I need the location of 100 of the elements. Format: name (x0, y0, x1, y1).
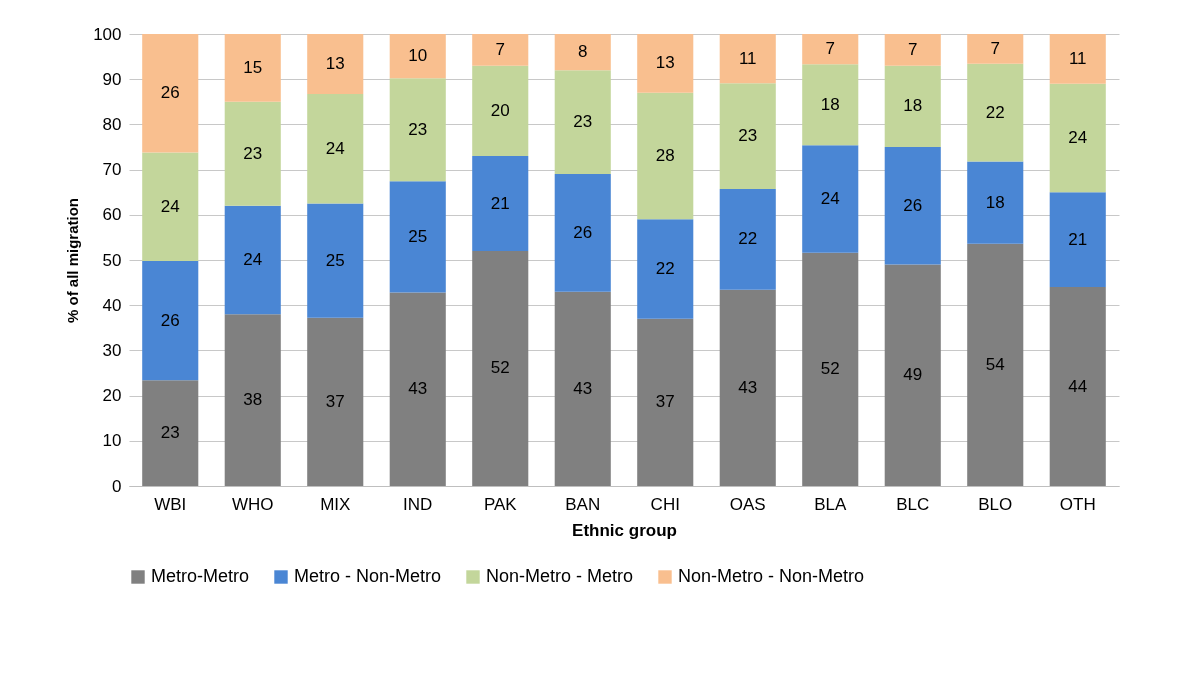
y-tick-label: 10 (102, 431, 122, 451)
y-tick-label: 70 (102, 160, 122, 180)
legend-label: Metro - Non-Metro (294, 566, 442, 586)
data-label: 22 (738, 229, 758, 249)
data-label: 18 (985, 192, 1005, 212)
bar (307, 203, 364, 318)
bar (802, 34, 859, 65)
bar (142, 34, 199, 153)
bar (884, 147, 941, 265)
data-label: 26 (160, 310, 180, 330)
bar (307, 317, 364, 486)
data-label: 23 (408, 119, 428, 139)
y-axis-title: % of all migration (64, 197, 82, 324)
bar (224, 101, 281, 206)
bar (1049, 34, 1106, 84)
data-label: 25 (325, 250, 345, 270)
x-tick-label: CHI (650, 494, 680, 514)
bar (719, 34, 776, 84)
bar (224, 314, 281, 486)
data-label: 43 (738, 377, 758, 397)
data-label: 24 (820, 188, 840, 208)
bar (1049, 287, 1106, 486)
data-label: 26 (903, 195, 923, 215)
data-label: 28 (655, 146, 675, 166)
bar (224, 205, 281, 315)
data-label: 21 (1068, 229, 1088, 249)
bar (389, 78, 446, 182)
x-tick-label: BAN (565, 494, 601, 514)
bar (307, 94, 364, 204)
data-label: 54 (985, 354, 1005, 374)
data-label: 21 (490, 193, 510, 213)
x-axis-title: Ethnic group (572, 520, 677, 540)
bar (224, 34, 281, 102)
data-label: 22 (985, 102, 1005, 122)
data-label: 26 (160, 83, 180, 103)
bar (967, 161, 1024, 244)
bar (637, 34, 694, 93)
data-label: 7 (990, 38, 1000, 58)
bar (967, 243, 1024, 486)
bar (1049, 192, 1106, 288)
bar (637, 318, 694, 486)
data-label: 23 (243, 143, 263, 163)
y-tick-label: 20 (102, 386, 122, 406)
data-label: 52 (490, 358, 510, 378)
legend-label: Non-Metro - Non-Metro (678, 566, 865, 586)
data-label: 18 (903, 96, 923, 116)
x-tick-label: BLA (814, 494, 847, 514)
bar (389, 181, 446, 293)
bar (472, 34, 529, 66)
bar (637, 92, 694, 220)
data-label: 24 (160, 196, 180, 216)
bar (554, 291, 611, 486)
data-label: 37 (655, 392, 675, 412)
x-tick-label: BLO (978, 494, 1013, 514)
bar (884, 65, 941, 147)
data-label: 24 (325, 138, 345, 158)
bar (802, 64, 859, 146)
bar (554, 34, 611, 71)
data-label: 8 (578, 42, 588, 62)
legend-label: Metro-Metro (151, 566, 250, 586)
data-label: 49 (903, 365, 923, 385)
bar (389, 34, 446, 79)
y-tick-label: 30 (102, 340, 122, 360)
bar (389, 292, 446, 486)
bar (142, 380, 199, 486)
bar (967, 34, 1024, 64)
bar (884, 264, 941, 486)
data-label: 23 (738, 126, 758, 146)
bar (554, 174, 611, 292)
data-label: 44 (1068, 376, 1088, 396)
bar (719, 189, 776, 290)
bar (637, 219, 694, 319)
y-tick-label: 100 (93, 24, 122, 44)
x-tick-label: IND (403, 494, 433, 514)
data-label: 13 (325, 54, 345, 74)
bar (967, 63, 1024, 162)
x-tick-label: PAK (483, 494, 518, 514)
x-tick-label: OAS (729, 494, 766, 514)
data-label: 43 (408, 379, 428, 399)
data-label: 15 (243, 57, 263, 77)
data-label: 22 (655, 259, 675, 279)
bar (884, 34, 941, 66)
y-tick-label: 50 (102, 250, 122, 270)
data-label: 10 (408, 46, 428, 66)
data-label: 43 (573, 378, 593, 398)
y-tick-label: 60 (102, 205, 122, 225)
bar (472, 156, 529, 251)
data-label: 24 (243, 250, 263, 269)
bar (554, 70, 611, 175)
data-label: 13 (655, 53, 675, 73)
data-label: 7 (908, 39, 918, 59)
data-label: 23 (573, 112, 593, 132)
y-tick-label: 0 (112, 476, 122, 496)
bar (802, 252, 859, 486)
data-label: 11 (738, 48, 757, 68)
bar (1049, 83, 1106, 193)
bar (719, 289, 776, 486)
bar (472, 250, 529, 486)
x-tick-label: WHO (231, 494, 274, 514)
y-tick-label: 90 (102, 69, 122, 89)
